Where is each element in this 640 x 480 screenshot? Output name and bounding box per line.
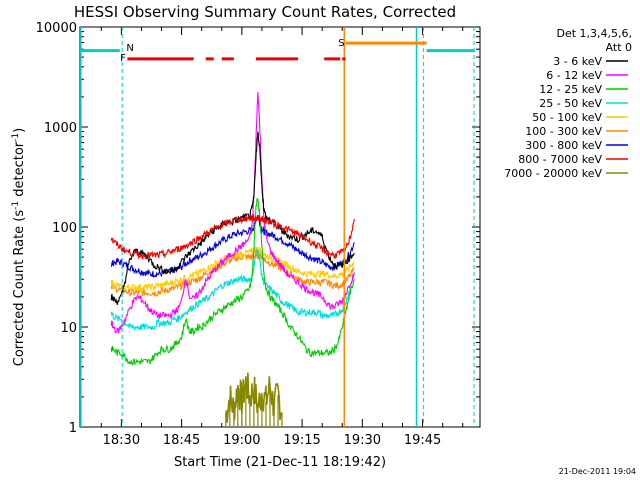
- legend-item-300-800-kev-label: 300 - 800 keV: [525, 139, 602, 152]
- y-tick-label: 10000: [36, 21, 77, 36]
- x-tick-label: 19:45: [404, 433, 441, 448]
- saa-label: S: [338, 38, 344, 49]
- x-tick-label: 19:15: [283, 433, 320, 448]
- series-50-100-kev: [110, 246, 355, 293]
- y-axis-label-exp2: -1: [11, 133, 21, 142]
- x-tick-label: 18:30: [103, 433, 140, 448]
- y-tick-label: 1000: [44, 121, 77, 136]
- y-axis: 1 10 100 1000 10000: [36, 21, 480, 436]
- legend-item-50-100-kev-label: 50 - 100 keV: [532, 111, 602, 124]
- legend-item-12-25-kev-label: 12 - 25 keV: [539, 83, 602, 96]
- legend-item-100-300-kev-label: 100 - 300 keV: [525, 125, 602, 138]
- y-tick-label: 1: [69, 421, 77, 436]
- x-axis: 18:30 18:45 19:00 19:15 19:30 19:45: [100, 27, 464, 448]
- y-axis-label-text: Corrected Count Rate (s: [12, 210, 27, 367]
- legend-item-800-7000-kev-label: 800 - 7000 keV: [518, 153, 602, 166]
- flare-label: F: [120, 53, 126, 64]
- generation-timestamp: 21-Dec-2011 19:04: [559, 467, 636, 476]
- legend-item-300-800-kev: 300 - 800 keV: [525, 139, 628, 152]
- legend-item-3-6-kev-label: 3 - 6 keV: [553, 55, 602, 68]
- series-3-6-kev: [110, 130, 355, 305]
- legend-header-attenuator: Att 0: [606, 41, 632, 54]
- x-tick-label: 18:45: [163, 433, 200, 448]
- legend-item-7000-20000-kev-label: 7000 - 20000 keV: [504, 167, 602, 180]
- legend-item-3-6-kev: 3 - 6 keV: [553, 55, 628, 68]
- chart-title: HESSI Observing Summary Count Rates, Cor…: [74, 3, 456, 21]
- series-800-7000-kev: [110, 213, 355, 260]
- legend-item-100-300-kev: 100 - 300 keV: [525, 125, 628, 138]
- y-tick-label: 10: [60, 321, 77, 336]
- x-tick-label: 19:30: [344, 433, 381, 448]
- legend-item-12-25-kev: 12 - 25 keV: [539, 83, 628, 96]
- legend-item-7000-20000-kev: 7000 - 20000 keV: [504, 167, 628, 180]
- y-axis-label-mid: detector: [12, 141, 27, 201]
- y-axis-label-end: ): [12, 128, 27, 133]
- legend-item-6-12-kev-label: 6 - 12 keV: [546, 69, 602, 82]
- legend-item-25-50-kev: 25 - 50 keV: [539, 97, 628, 110]
- series-6-12-kev: [110, 92, 355, 334]
- series-300-800-kev: [110, 214, 355, 278]
- legend-header-detectors: Det 1,3,4,5,6,: [556, 27, 632, 40]
- y-axis-label-exp1: -1: [11, 201, 21, 210]
- series-layer: [110, 92, 355, 427]
- series-25-50-kev: [110, 249, 355, 332]
- legend-item-50-100-kev: 50 - 100 keV: [532, 111, 628, 124]
- y-axis-label: Corrected Count Rate (s-1 detector-1): [11, 128, 27, 366]
- x-tick-label: 19:00: [223, 433, 260, 448]
- legend-item-800-7000-kev: 800 - 7000 keV: [518, 153, 628, 166]
- night-label: N: [126, 43, 133, 54]
- legend-item-6-12-kev: 6 - 12 keV: [546, 69, 628, 82]
- legend-item-25-50-kev-label: 25 - 50 keV: [539, 97, 602, 110]
- y-tick-label: 100: [52, 221, 77, 236]
- observing-markers: NF S: [80, 27, 475, 427]
- x-axis-label: Start Time (21-Dec-11 18:19:42): [174, 455, 386, 470]
- series-12-25-kev: [110, 197, 355, 366]
